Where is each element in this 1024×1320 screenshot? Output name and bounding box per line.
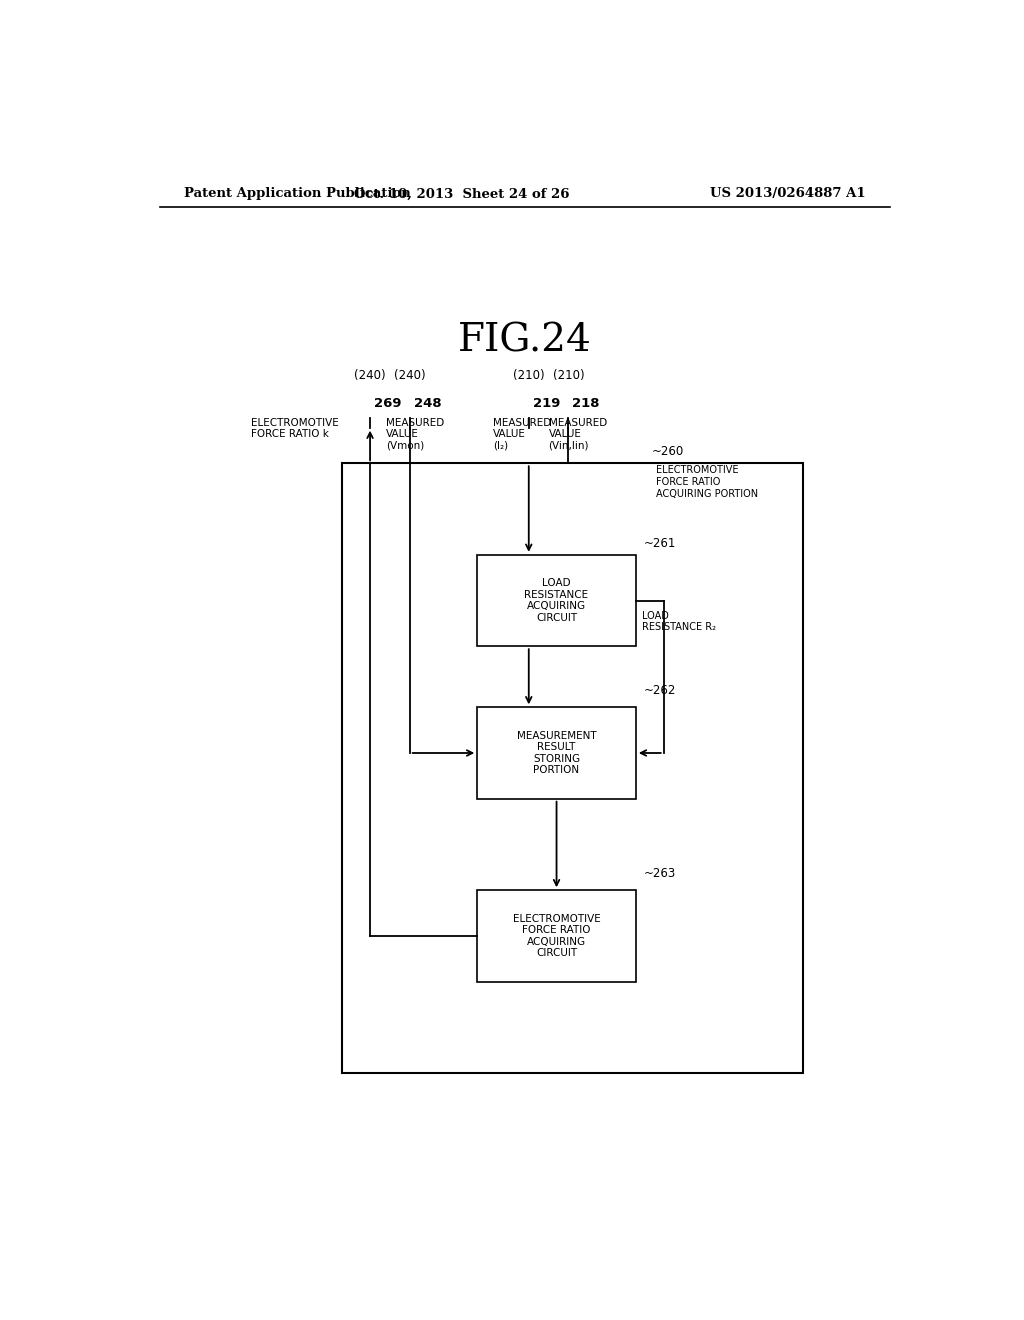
- Text: ~263: ~263: [644, 867, 676, 880]
- Text: (210): (210): [553, 370, 585, 381]
- Text: LOAD
RESISTANCE
ACQUIRING
CIRCUIT: LOAD RESISTANCE ACQUIRING CIRCUIT: [524, 578, 589, 623]
- Text: (240): (240): [394, 370, 426, 381]
- Text: ~260: ~260: [652, 445, 684, 458]
- Text: (240): (240): [354, 370, 386, 381]
- Bar: [477, 708, 636, 799]
- Text: MEASURED
VALUE
(Vmon): MEASURED VALUE (Vmon): [386, 417, 444, 451]
- Text: ELECTROMOTIVE
FORCE RATIO
ACQUIRING
CIRCUIT: ELECTROMOTIVE FORCE RATIO ACQUIRING CIRC…: [513, 913, 600, 958]
- Text: Patent Application Publication: Patent Application Publication: [183, 187, 411, 201]
- Text: LOAD
RESISTANCE R₂: LOAD RESISTANCE R₂: [642, 611, 716, 632]
- Text: 248: 248: [414, 397, 441, 411]
- Text: US 2013/0264887 A1: US 2013/0264887 A1: [711, 187, 866, 201]
- Text: MEASURED
VALUE
(Vin,Iin): MEASURED VALUE (Vin,Iin): [549, 417, 607, 451]
- Text: 219: 219: [532, 397, 560, 411]
- Text: MEASURED
VALUE
(I₂): MEASURED VALUE (I₂): [494, 417, 551, 451]
- Text: FIG.24: FIG.24: [458, 323, 592, 360]
- Text: ~261: ~261: [644, 537, 676, 549]
- Text: ELECTROMOTIVE
FORCE RATIO
ACQUIRING PORTION: ELECTROMOTIVE FORCE RATIO ACQUIRING PORT…: [655, 466, 758, 499]
- Text: MEASUREMENT
RESULT
STORING
PORTION: MEASUREMENT RESULT STORING PORTION: [517, 730, 596, 775]
- Text: Oct. 10, 2013  Sheet 24 of 26: Oct. 10, 2013 Sheet 24 of 26: [353, 187, 569, 201]
- Bar: [477, 554, 636, 647]
- Text: ~262: ~262: [644, 684, 676, 697]
- Text: 218: 218: [572, 397, 600, 411]
- Text: ELECTROMOTIVE
FORCE RATIO k: ELECTROMOTIVE FORCE RATIO k: [251, 417, 339, 440]
- Bar: [342, 463, 803, 1073]
- Bar: [477, 890, 636, 982]
- Text: 269: 269: [374, 397, 401, 411]
- Text: (210): (210): [513, 370, 545, 381]
